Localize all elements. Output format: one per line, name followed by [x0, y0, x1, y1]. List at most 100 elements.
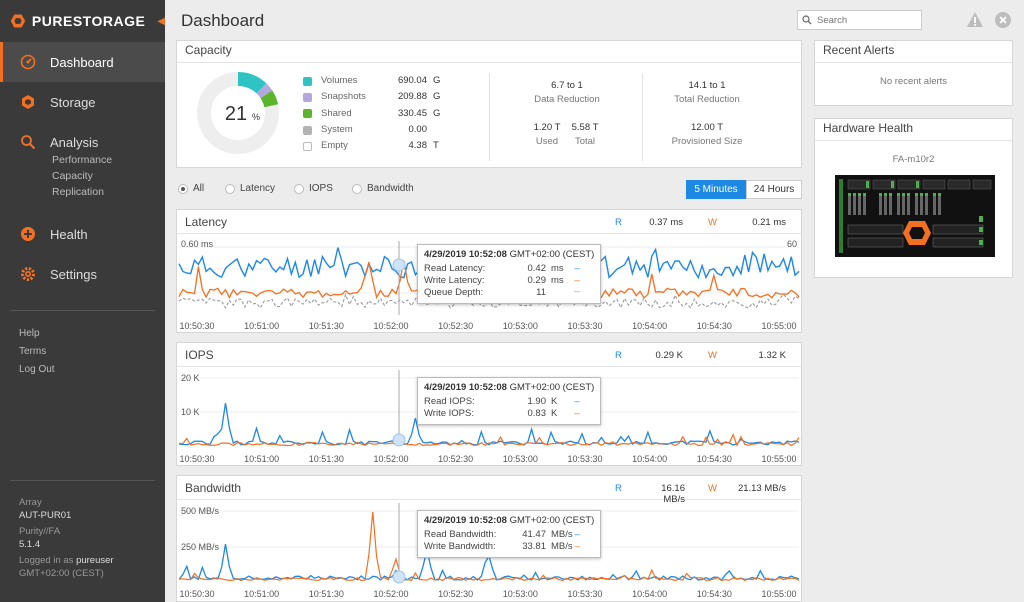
- provisioned-value: 12.00 T: [690, 122, 724, 133]
- radio-button-icon: [178, 183, 188, 194]
- legend-swatch: [303, 125, 312, 135]
- total-reduction-metric: 14.1 to 1 Total Reduction: [647, 79, 767, 107]
- tooltip-timestamp: 4/29/2019 10:52:08: [424, 515, 507, 526]
- tooltip-label: Queue Depth:: [424, 287, 484, 298]
- latency-title: Latency: [185, 215, 228, 229]
- read-label: R: [615, 350, 622, 361]
- sidebar-divider: [10, 480, 155, 481]
- y-axis-label: 10 K: [181, 407, 200, 417]
- search-box[interactable]: [797, 10, 922, 30]
- read-bandwidth-value: 16.16 MB/s: [661, 483, 685, 505]
- bandwidth-title: Bandwidth: [185, 481, 242, 495]
- x-axis-tick-label: 10:55:00: [761, 454, 796, 464]
- timezone: GMT+02:00 (CEST): [19, 568, 104, 579]
- submenu-performance[interactable]: Performance: [52, 154, 113, 166]
- terms-link[interactable]: Terms: [19, 346, 47, 357]
- search-input[interactable]: [817, 14, 912, 26]
- hardware-health-title: Hardware Health: [815, 119, 1012, 141]
- array-name: AUT-PUR01: [19, 510, 72, 521]
- sidebar-item-health[interactable]: Health: [0, 214, 165, 254]
- capacity-legend-row: Volumes 690.04 G: [303, 73, 440, 89]
- capacity-legend: Volumes 690.04 G Snapshots 209.88 G Shared 330.…: [303, 73, 440, 154]
- sidebar-item-label: Settings: [50, 266, 97, 282]
- y-axis-label: 500 MB/s: [181, 506, 220, 516]
- array-chassis-diagram[interactable]: [835, 175, 995, 257]
- queue-marker-icon: ┄: [574, 287, 580, 298]
- x-axis-tick-label: 10:55:00: [761, 589, 796, 599]
- tooltip-value: 41.47: [522, 529, 546, 540]
- x-axis-tick-label: 10:54:00: [632, 321, 667, 331]
- tooltip-timestamp: 4/29/2019 10:52:08: [424, 382, 507, 393]
- legend-value: 4.38: [408, 140, 428, 152]
- tooltip-row: Write Bandwidth: 33.81 MB/s –: [424, 541, 594, 553]
- write-label: W: [708, 350, 717, 361]
- tooltip-label: Write Bandwidth:: [424, 541, 496, 552]
- used-metric: 1.20 T Used: [527, 121, 567, 149]
- sidebar-item-settings[interactable]: Settings: [0, 254, 165, 294]
- settings-icon: [21, 267, 35, 281]
- submenu-replication[interactable]: Replication: [52, 186, 104, 198]
- sidebar-item-dashboard[interactable]: Dashboard: [0, 42, 165, 82]
- tooltip-value: 1.90: [527, 396, 547, 407]
- legend-swatch: [303, 141, 312, 151]
- range-5-minutes-button[interactable]: 5 Minutes: [686, 180, 746, 199]
- help-link[interactable]: Help: [19, 328, 40, 339]
- tooltip-title: 4/29/2019 10:52:08 GMT+02:00 (CEST): [424, 515, 594, 527]
- tooltip-timestamp: 4/29/2019 10:52:08: [424, 249, 507, 260]
- sidebar-item-label: Dashboard: [50, 54, 114, 70]
- x-axis-tick-label: 10:53:30: [567, 589, 602, 599]
- tooltip-value: 11: [536, 287, 546, 298]
- latency-chart[interactable]: 0.60 ms 60 10:50:30 10:51:00 10:51:30 10:52:0…: [177, 235, 803, 333]
- radio-all[interactable]: All: [178, 183, 204, 194]
- sidebar-item-storage[interactable]: Storage: [0, 82, 165, 122]
- tooltip-value: 0.42: [527, 263, 547, 274]
- tooltip-unit: ms: [551, 275, 564, 286]
- search-icon: [802, 15, 812, 25]
- legend-value: 690.04: [397, 75, 427, 86]
- collapse-sidebar-icon[interactable]: ◀: [157, 15, 165, 27]
- x-axis-tick-label: 10:53:30: [567, 454, 602, 464]
- legend-label: System: [321, 123, 353, 135]
- hover-point: [392, 433, 406, 447]
- legend-value: 209.88: [397, 91, 427, 103]
- donut-segment-volumes: [197, 72, 279, 154]
- latency-chart-panel: Latency R 0.37 ms W 0.21 ms 0.60 ms 60 10:…: [176, 209, 802, 333]
- latency-chart-header: Latency R 0.37 ms W 0.21 ms: [177, 210, 801, 234]
- write-label: W: [708, 217, 717, 228]
- x-axis-tick-label: 10:52:00: [373, 321, 408, 331]
- radio-iops[interactable]: IOPS: [294, 183, 333, 194]
- radio-latency[interactable]: Latency: [225, 183, 275, 194]
- filter-row: All Latency IOPS Bandwidth 5 Minutes 24 …: [176, 180, 802, 199]
- header: Dashboard: [165, 0, 1024, 42]
- provisioned-metric: 12.00 T Provisioned Size: [647, 121, 767, 149]
- tooltip-unit: MB/s: [551, 529, 573, 540]
- alert-warning-icon[interactable]: [966, 11, 984, 29]
- tooltip-title: 4/29/2019 10:52:08 GMT+02:00 (CEST): [424, 382, 594, 394]
- logged-in-line: Logged in as pureuser: [19, 554, 114, 567]
- read-label: R: [615, 217, 622, 228]
- tooltip-unit: K: [551, 396, 558, 407]
- read-label: R: [615, 483, 622, 494]
- iops-chart[interactable]: 20 K 10 K 10:50:30 10:51:00 10:51:30 10:52:00…: [177, 368, 803, 466]
- write-marker-icon: –: [574, 275, 580, 286]
- x-axis-tick-label: 10:53:00: [503, 589, 538, 599]
- logout-link[interactable]: Log Out: [19, 364, 55, 375]
- bandwidth-chart-panel: Bandwidth R 16.16 MB/s W 21.13 MB/s 500 …: [176, 475, 802, 602]
- legend-swatch: [303, 109, 312, 119]
- submenu-capacity[interactable]: Capacity: [52, 170, 93, 182]
- read-marker-icon: –: [574, 529, 580, 540]
- legend-label: Shared: [321, 107, 352, 119]
- x-axis-tick-label: 10:53:00: [503, 321, 538, 331]
- radio-bandwidth[interactable]: Bandwidth: [352, 183, 414, 194]
- legend-unit: G: [433, 107, 441, 119]
- write-bandwidth-series: [178, 511, 800, 582]
- close-icon[interactable]: [995, 12, 1011, 28]
- bandwidth-chart-header: Bandwidth R 16.16 MB/s W 21.13 MB/s: [177, 476, 801, 505]
- logo[interactable]: PURESTORAGE ◀: [0, 0, 165, 42]
- sidebar-divider: [10, 310, 155, 311]
- sidebar-item-label: Storage: [50, 94, 96, 110]
- sidebar-item-analysis[interactable]: Analysis: [0, 122, 165, 162]
- range-24-hours-button[interactable]: 24 Hours: [746, 180, 802, 199]
- x-axis-tick-label: 10:55:00: [761, 321, 796, 331]
- analysis-icon: [21, 135, 36, 150]
